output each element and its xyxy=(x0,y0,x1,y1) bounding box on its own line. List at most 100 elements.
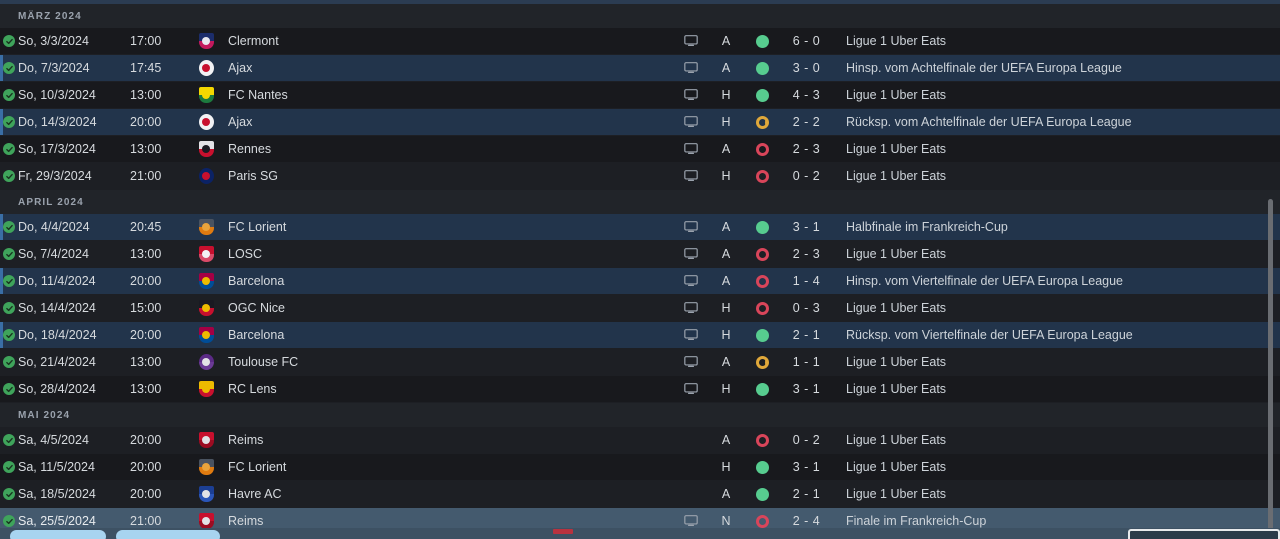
fixture-played-status xyxy=(0,248,18,260)
win-dot-icon xyxy=(755,61,769,75)
tv-broadcast-indicator[interactable] xyxy=(675,221,707,233)
fixture-score: 2 - 4 xyxy=(792,514,821,528)
check-icon xyxy=(3,221,15,233)
opponent-badge xyxy=(192,273,220,289)
fixture-score: 3 - 1 xyxy=(792,382,821,396)
opponent-name: FC Nantes xyxy=(228,88,288,102)
fixture-row[interactable]: Do, 18/4/2024 20:00 Barcelona H 2 - 1 Rücksp.… xyxy=(0,322,1280,349)
tv-broadcast-indicator[interactable] xyxy=(675,515,707,527)
tv-broadcast-indicator[interactable] xyxy=(675,329,707,341)
scrollbar-thumb[interactable] xyxy=(1268,199,1273,539)
fixture-venue: H xyxy=(721,88,731,102)
fixture-row[interactable]: Do, 7/3/2024 17:45 Ajax A 3 - 0 Hinsp. vom Ac… xyxy=(0,55,1280,82)
fixture-row[interactable]: Sa, 4/5/2024 20:00 Reims A 0 - 2 Ligue 1 Uber… xyxy=(0,427,1280,454)
fixture-score: 2 - 1 xyxy=(792,328,821,342)
opponent-name: OGC Nice xyxy=(228,301,285,315)
club-badge-icon xyxy=(198,114,214,130)
fixture-row[interactable]: So, 28/4/2024 13:00 RC Lens H 3 - 1 Ligue 1 U… xyxy=(0,376,1280,403)
fixture-competition: Hinsp. vom Achtelfinale der UEFA Europa … xyxy=(846,61,1122,75)
fixture-time: 20:00 xyxy=(130,460,162,474)
fixture-score: 3 - 1 xyxy=(792,460,821,474)
tv-broadcast-indicator[interactable] xyxy=(675,116,707,128)
fixture-row[interactable]: So, 17/3/2024 13:00 Rennes A 2 - 3 Ligue 1 Ub… xyxy=(0,136,1280,163)
month-label: MAI 2024 xyxy=(18,409,71,421)
fixture-result-indicator xyxy=(745,115,779,129)
bottom-right-panel[interactable] xyxy=(1128,529,1280,539)
opponent-name: FC Lorient xyxy=(228,220,287,234)
fixture-competition: Finale im Frankreich-Cup xyxy=(846,514,987,528)
fixture-score: 2 - 2 xyxy=(792,115,821,129)
opponent-name: Reims xyxy=(228,514,264,528)
check-icon xyxy=(3,488,15,500)
fixture-date: So, 10/3/2024 xyxy=(18,88,96,102)
fixture-time: 13:00 xyxy=(130,355,162,369)
check-icon xyxy=(3,275,15,287)
fixture-competition: Ligue 1 Uber Eats xyxy=(846,88,947,102)
opponent-badge xyxy=(192,354,220,370)
tv-broadcast-indicator[interactable] xyxy=(675,89,707,101)
fixture-row[interactable]: So, 21/4/2024 13:00 Toulouse FC A 1 - 1 Ligue… xyxy=(0,349,1280,376)
fixture-result-indicator xyxy=(745,142,779,156)
fixture-venue: H xyxy=(721,115,731,129)
tv-icon xyxy=(684,515,698,527)
tv-broadcast-indicator[interactable] xyxy=(675,383,707,395)
fixture-row[interactable]: So, 10/3/2024 13:00 FC Nantes H 4 - 3 Ligue 1… xyxy=(0,82,1280,109)
fixture-row[interactable]: So, 14/4/2024 15:00 OGC Nice H 0 - 3 Ligue 1 … xyxy=(0,295,1280,322)
month-label: MÄRZ 2024 xyxy=(18,10,82,22)
scrollbar-track[interactable] xyxy=(1268,4,1277,539)
fixture-result-indicator xyxy=(745,220,779,234)
opponent-badge xyxy=(192,300,220,316)
fixture-score: 2 - 1 xyxy=(792,487,821,501)
club-badge-icon xyxy=(198,513,214,529)
tv-icon xyxy=(684,89,698,101)
check-icon xyxy=(3,461,15,473)
bottom-action-button-1[interactable] xyxy=(10,530,106,539)
tv-broadcast-indicator[interactable] xyxy=(675,62,707,74)
tv-icon xyxy=(684,275,698,287)
fixture-score: 3 - 0 xyxy=(792,61,821,75)
opponent-badge xyxy=(192,381,220,397)
tv-broadcast-indicator[interactable] xyxy=(675,35,707,47)
fixture-row[interactable]: Do, 14/3/2024 20:00 Ajax H 2 - 2 Rücksp. vom … xyxy=(0,109,1280,136)
opponent-badge xyxy=(192,432,220,448)
fixture-played-status xyxy=(0,383,18,395)
opponent-name: Ajax xyxy=(228,115,253,129)
fixture-row[interactable]: Do, 11/4/2024 20:00 Barcelona A 1 - 4 Hinsp. … xyxy=(0,268,1280,295)
fixture-venue: A xyxy=(721,34,731,48)
fixture-row[interactable]: So, 3/3/2024 17:00 Clermont A 6 - 0 Ligue 1 U… xyxy=(0,28,1280,55)
fixture-played-status xyxy=(0,329,18,341)
club-badge-icon xyxy=(198,141,214,157)
tv-broadcast-indicator[interactable] xyxy=(675,356,707,368)
check-icon xyxy=(3,515,15,527)
opponent-badge xyxy=(192,33,220,49)
fixture-date: So, 3/3/2024 xyxy=(18,34,89,48)
fixture-score: 2 - 3 xyxy=(792,142,821,156)
fixture-time: 13:00 xyxy=(130,142,162,156)
fixture-row[interactable]: Sa, 11/5/2024 20:00 FC Lorient H 3 - 1 Ligue … xyxy=(0,454,1280,481)
fixture-competition: Halbfinale im Frankreich-Cup xyxy=(846,220,1008,234)
fixture-venue: H xyxy=(721,328,731,342)
tv-broadcast-indicator[interactable] xyxy=(675,170,707,182)
loss-dot-icon xyxy=(755,247,769,261)
check-icon xyxy=(3,116,15,128)
fixture-score: 0 - 2 xyxy=(792,433,821,447)
fixture-list[interactable]: MÄRZ 2024 So, 3/3/2024 17:00 Clermont A 6 - 0… xyxy=(0,4,1280,535)
fixture-row[interactable]: Do, 4/4/2024 20:45 FC Lorient A 3 - 1 Halbfin… xyxy=(0,214,1280,241)
fixture-competition: Ligue 1 Uber Eats xyxy=(846,169,947,183)
tv-broadcast-indicator[interactable] xyxy=(675,143,707,155)
fixture-venue: A xyxy=(721,487,731,501)
tv-broadcast-indicator[interactable] xyxy=(675,302,707,314)
fixture-score: 0 - 3 xyxy=(792,301,821,315)
fixture-score: 0 - 2 xyxy=(792,169,821,183)
fixture-row[interactable]: Sa, 18/5/2024 20:00 Havre AC A 2 - 1 Ligue 1 … xyxy=(0,481,1280,508)
tv-broadcast-indicator[interactable] xyxy=(675,275,707,287)
tv-icon xyxy=(684,35,698,47)
tv-broadcast-indicator[interactable] xyxy=(675,248,707,260)
fixture-row[interactable]: Fr, 29/3/2024 21:00 Paris SG H 0 - 2 Ligue 1 … xyxy=(0,163,1280,190)
opponent-name: RC Lens xyxy=(228,382,277,396)
fixture-time: 17:00 xyxy=(130,34,162,48)
fixture-score: 1 - 1 xyxy=(792,355,821,369)
fixture-result-indicator xyxy=(745,274,779,288)
fixture-row[interactable]: So, 7/4/2024 13:00 LOSC A 2 - 3 Ligue 1 Uber … xyxy=(0,241,1280,268)
bottom-action-button-2[interactable] xyxy=(116,530,220,539)
